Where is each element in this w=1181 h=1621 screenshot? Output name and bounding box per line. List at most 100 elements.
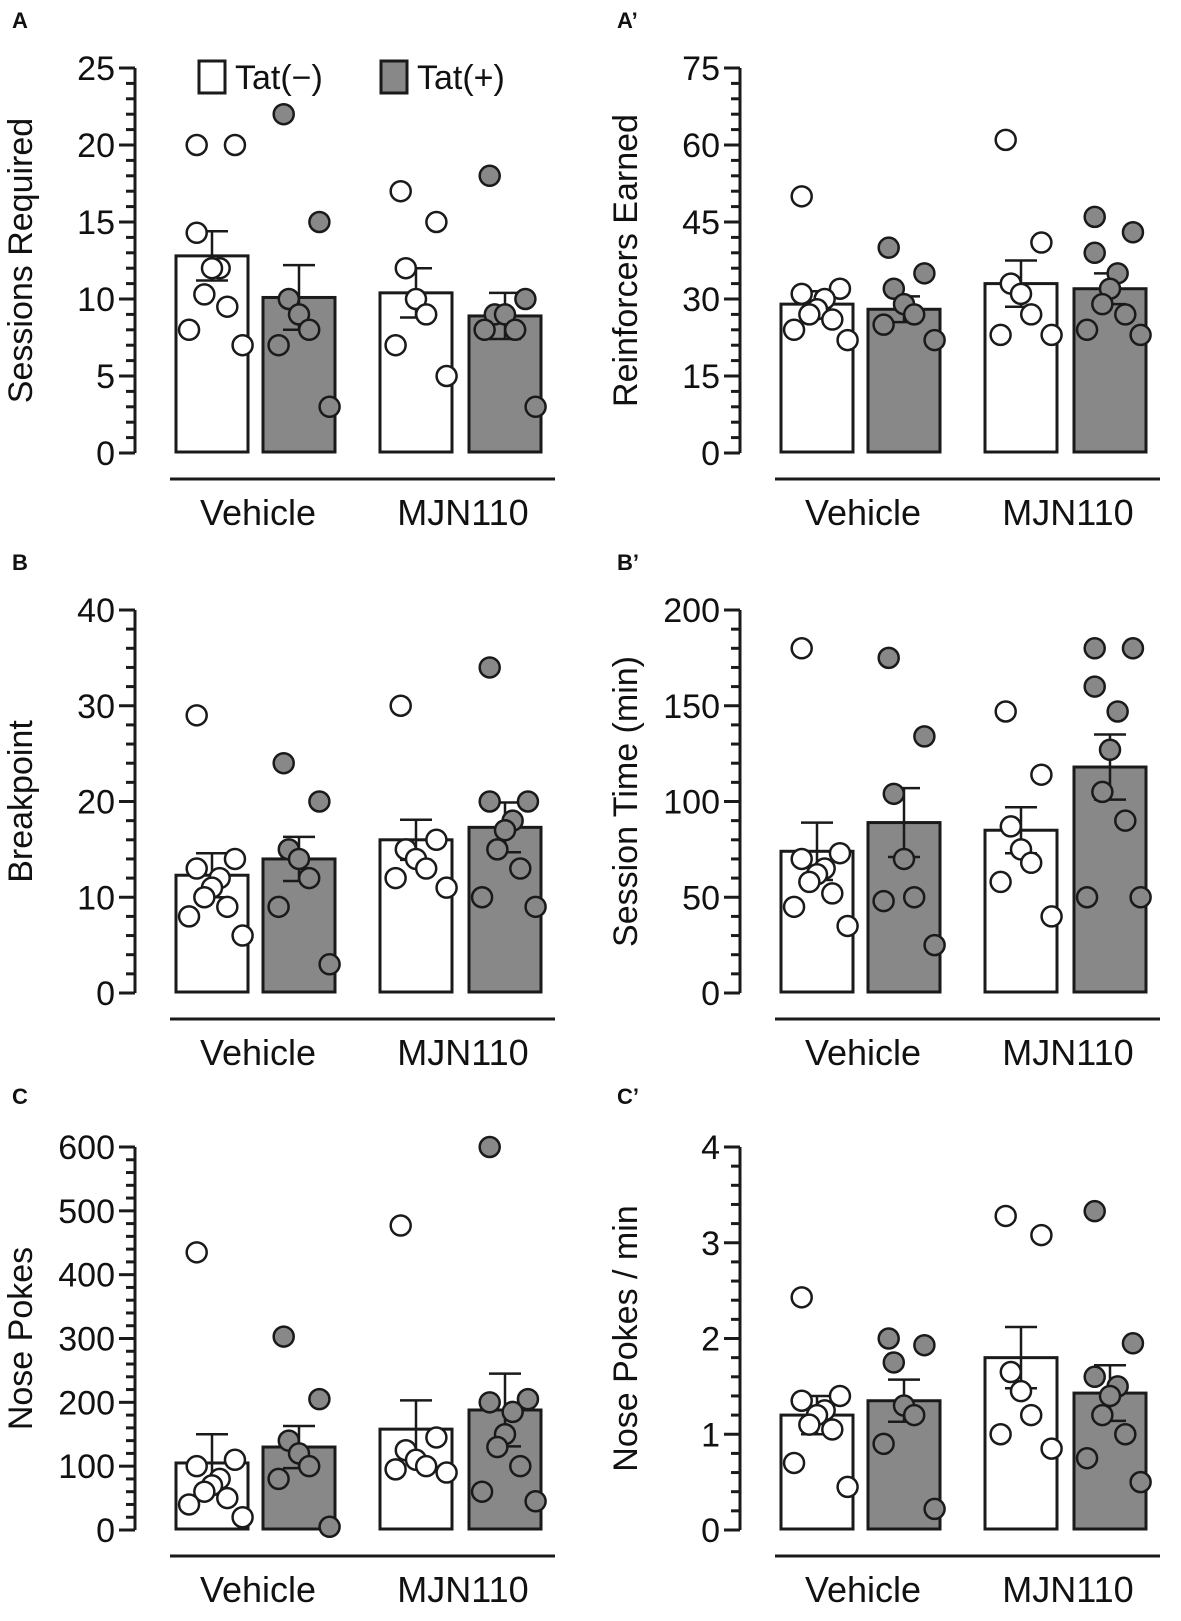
data-point-tat-pos <box>501 1400 524 1424</box>
data-point-tat-neg <box>435 1461 458 1484</box>
data-point-tat-pos <box>1098 738 1122 762</box>
data-point-tat-pos <box>297 866 321 890</box>
data-point-tat-pos <box>1121 1332 1145 1355</box>
data-point-tat-pos <box>478 656 501 679</box>
data-point-tat-neg <box>989 870 1012 894</box>
data-point-tat-neg <box>1030 1223 1053 1247</box>
data-point-tat-pos <box>267 333 290 357</box>
data-point-tat-neg <box>836 328 859 352</box>
bar-tat-neg-mjn110 <box>983 282 1059 454</box>
data-point-tat-neg <box>177 905 201 928</box>
data-point-tat-neg <box>394 256 418 280</box>
y-tick-label: 200 <box>663 592 720 630</box>
panel-b: B 0 10 20 30 40 Breakpoint Vehicle MJN110 <box>2 550 555 1073</box>
data-point-tat-pos <box>1121 221 1145 244</box>
data-point-tat-pos <box>524 1490 547 1513</box>
data-point-tat-pos <box>913 262 936 285</box>
data-point-tat-neg <box>994 700 1017 723</box>
data-point-tat-pos <box>1129 323 1152 347</box>
data-point-tat-pos <box>470 886 494 909</box>
panel-label: C’ <box>617 1084 639 1109</box>
data-point-tat-neg <box>1030 763 1053 786</box>
data-point-tat-neg <box>798 303 821 326</box>
data-point-tat-pos <box>308 790 331 813</box>
data-point-tat-neg <box>435 876 458 899</box>
x-group-label: MJN110 <box>1002 492 1133 533</box>
y-tick-label: 45 <box>682 204 720 242</box>
data-point-tat-pos <box>1114 303 1137 326</box>
data-point-tat-neg <box>1019 303 1043 326</box>
data-point-tat-neg <box>836 1475 859 1499</box>
data-point-tat-pos <box>473 318 496 342</box>
data-point-tat-neg <box>790 1389 813 1412</box>
y-tick-label: 0 <box>701 1512 720 1550</box>
data-point-tat-neg <box>989 323 1012 347</box>
data-point-tat-pos <box>1129 1470 1152 1494</box>
data-point-tat-pos <box>1075 1446 1099 1470</box>
data-point-tat-pos <box>913 1333 936 1357</box>
data-point-tat-pos <box>478 164 501 188</box>
y-tick-label: 25 <box>77 50 115 88</box>
data-point-tat-pos <box>1129 886 1152 909</box>
data-point-tat-neg <box>223 133 247 157</box>
legend-label-tat-neg: Tat(−) <box>235 59 323 97</box>
data-point-tat-pos <box>877 646 900 670</box>
data-point-tat-neg <box>425 1426 448 1449</box>
data-point-tat-pos <box>1091 292 1114 316</box>
data-point-tat-neg <box>435 364 458 388</box>
x-group-label: Vehicle <box>805 492 921 533</box>
data-point-tat-pos <box>877 1327 900 1350</box>
data-point-tat-neg <box>200 256 224 280</box>
data-point-tat-pos <box>913 725 936 748</box>
y-tick-label: 3 <box>701 1225 720 1263</box>
data-point-tat-pos <box>297 1454 321 1478</box>
data-point-tat-neg <box>193 283 216 306</box>
data-point-tat-neg <box>1019 851 1043 875</box>
data-point-tat-pos <box>872 889 895 913</box>
data-point-tat-pos <box>267 1467 290 1491</box>
data-point-tat-neg <box>1009 1379 1033 1403</box>
data-point-tat-pos <box>1098 1384 1122 1408</box>
data-point-tat-pos <box>1121 637 1145 660</box>
y-axis-title: Breakpoint <box>2 720 40 883</box>
y-tick-label: 0 <box>701 975 720 1013</box>
y-axis-title: Nose Pokes <box>2 1247 40 1430</box>
data-point-tat-pos <box>272 1325 295 1348</box>
x-group-label: Vehicle <box>200 1569 316 1610</box>
data-point-tat-pos <box>1091 1403 1114 1427</box>
x-group-label: MJN110 <box>397 492 528 533</box>
y-axis-title: Session Time (min) <box>607 656 645 947</box>
data-point-tat-neg <box>231 333 254 357</box>
y-tick-label: 100 <box>58 1448 115 1486</box>
data-point-tat-pos <box>318 395 341 419</box>
data-point-tat-pos <box>872 1432 895 1456</box>
panel-a-prime: A’ 0 15 30 45 60 75 Reinforcers Earned Vehicle MJ… <box>607 8 1160 533</box>
data-point-tat-neg <box>216 295 239 318</box>
y-tick-label: 200 <box>58 1384 115 1422</box>
y-tick-label: 30 <box>77 688 115 726</box>
data-point-tat-pos <box>478 790 501 813</box>
y-axis-title: Sessions Required <box>2 118 40 403</box>
data-point-tat-pos <box>509 857 532 880</box>
data-point-tat-neg <box>782 1451 806 1475</box>
data-point-tat-neg <box>1040 905 1063 928</box>
data-point-tat-neg <box>193 1480 216 1503</box>
y-tick-label: 40 <box>77 592 115 630</box>
data-point-tat-pos <box>318 1515 341 1539</box>
data-point-tat-neg <box>1040 323 1063 347</box>
y-tick-label: 500 <box>58 1193 115 1231</box>
data-point-tat-pos <box>1083 675 1106 698</box>
legend-swatch-tat-pos <box>379 59 409 95</box>
data-point-tat-pos <box>1083 241 1106 265</box>
data-point-tat-pos <box>297 318 321 342</box>
bar-tat-neg-mjn110 <box>378 838 454 994</box>
data-point-tat-neg <box>223 847 247 871</box>
data-point-tat-neg <box>828 1384 852 1408</box>
data-point-tat-neg <box>384 866 407 890</box>
data-point-tat-pos <box>1091 780 1114 804</box>
data-point-tat-pos <box>1114 1423 1137 1446</box>
x-group-label: MJN110 <box>1002 1569 1133 1610</box>
y-tick-label: 0 <box>96 1512 115 1550</box>
y-tick-label: 60 <box>682 127 720 165</box>
data-point-tat-pos <box>272 102 295 126</box>
